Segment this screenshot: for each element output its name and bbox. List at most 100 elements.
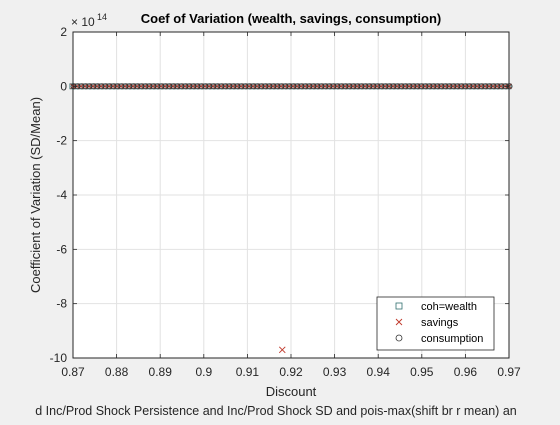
x-tick-label: 0.96	[454, 365, 478, 379]
point-consumption	[486, 83, 493, 90]
point-consumption	[254, 83, 261, 90]
point-consumption	[262, 83, 269, 90]
point-consumption	[286, 83, 293, 90]
point-consumption	[170, 83, 177, 90]
point-consumption	[110, 83, 117, 90]
point-consumption	[274, 83, 281, 90]
point-consumption	[458, 83, 465, 90]
x-tick-label: 0.97	[497, 365, 521, 379]
legend-label: consumption	[421, 333, 483, 345]
point-consumption	[106, 83, 113, 90]
x-tick-label: 0.93	[323, 365, 347, 379]
x-tick-label: 0.91	[236, 365, 260, 379]
point-consumption	[178, 83, 185, 90]
point-consumption	[346, 83, 353, 90]
point-consumption	[314, 83, 321, 90]
point-consumption	[338, 83, 345, 90]
point-consumption	[406, 83, 413, 90]
point-consumption	[138, 83, 145, 90]
figure-caption: d Inc/Prod Shock Persistence and Inc/Pro…	[35, 404, 517, 418]
point-consumption	[466, 83, 473, 90]
x-axis-label: Discount	[266, 384, 317, 399]
point-consumption	[450, 83, 457, 90]
point-consumption	[142, 83, 149, 90]
point-consumption	[134, 83, 141, 90]
point-consumption	[198, 83, 205, 90]
point-consumption	[130, 83, 137, 90]
y-tick-label: 2	[60, 25, 67, 39]
point-consumption	[474, 83, 481, 90]
x-tick-label: 0.88	[105, 365, 129, 379]
data-points	[69, 83, 513, 354]
point-consumption	[230, 83, 237, 90]
point-consumption	[150, 83, 157, 90]
point-consumption	[394, 83, 401, 90]
point-consumption	[430, 83, 437, 90]
point-consumption	[210, 83, 217, 90]
point-consumption	[330, 83, 337, 90]
point-consumption	[102, 83, 109, 90]
point-consumption	[490, 83, 497, 90]
point-consumption	[278, 83, 285, 90]
point-consumption	[354, 83, 361, 90]
point-consumption	[334, 83, 341, 90]
point-consumption	[342, 83, 349, 90]
legend-marker	[395, 318, 403, 326]
point-consumption	[166, 83, 173, 90]
point-consumption	[118, 83, 125, 90]
point-consumption	[322, 83, 329, 90]
point-consumption	[442, 83, 449, 90]
point-consumption	[190, 83, 197, 90]
point-consumption	[246, 83, 253, 90]
point-consumption	[306, 83, 313, 90]
point-consumption	[374, 83, 381, 90]
y-tick-label: -10	[50, 351, 68, 365]
point-consumption	[454, 83, 461, 90]
point-consumption	[174, 83, 181, 90]
point-consumption	[410, 83, 417, 90]
point-consumption	[366, 83, 373, 90]
point-consumption	[358, 83, 365, 90]
point-consumption	[242, 83, 249, 90]
point-consumption	[298, 83, 305, 90]
point-consumption	[78, 83, 85, 90]
point-consumption	[326, 83, 333, 90]
legend: coh=wealth savings consumption	[376, 296, 495, 351]
point-consumption	[398, 83, 405, 90]
point-consumption	[282, 83, 289, 90]
point-consumption	[82, 83, 89, 90]
point-consumption	[238, 83, 245, 90]
y-exponent: × 10 14	[71, 12, 107, 29]
y-tick-label: -6	[56, 242, 67, 256]
legend-label: coh=wealth	[421, 301, 477, 313]
legend-label: savings	[421, 317, 459, 329]
point-consumption	[294, 83, 301, 90]
x-ticks: 0.87 0.88 0.89 0.9 0.91 0.92 0.93 0.94 0.95 0.96 0…	[61, 32, 521, 379]
point-consumption	[162, 83, 169, 90]
point-consumption	[494, 83, 501, 90]
point-consumption	[438, 83, 445, 90]
point-consumption	[122, 83, 129, 90]
point-consumption	[446, 83, 453, 90]
point-consumption	[202, 83, 209, 90]
x-tick-label: 0.9	[195, 365, 212, 379]
point-consumption	[90, 83, 97, 90]
point-consumption	[350, 83, 357, 90]
point-consumption	[310, 83, 317, 90]
chart-title: Coef of Variation (wealth, savings, cons…	[141, 11, 441, 26]
point-consumption	[378, 83, 385, 90]
legend-entries: coh=wealth savings consumption	[395, 301, 483, 345]
legend-marker	[395, 334, 403, 342]
point-consumption	[114, 83, 121, 90]
point-consumption	[462, 83, 469, 90]
point-consumption	[194, 83, 201, 90]
point-consumption	[434, 83, 441, 90]
point-consumption	[426, 83, 433, 90]
point-consumption	[218, 83, 225, 90]
point-consumption	[186, 83, 193, 90]
point-consumption	[226, 83, 233, 90]
y-ticks: 2 0 -2 -4 -6 -8 -10	[50, 25, 509, 365]
point-consumption	[414, 83, 421, 90]
point-consumption	[258, 83, 265, 90]
point-consumption	[386, 83, 393, 90]
